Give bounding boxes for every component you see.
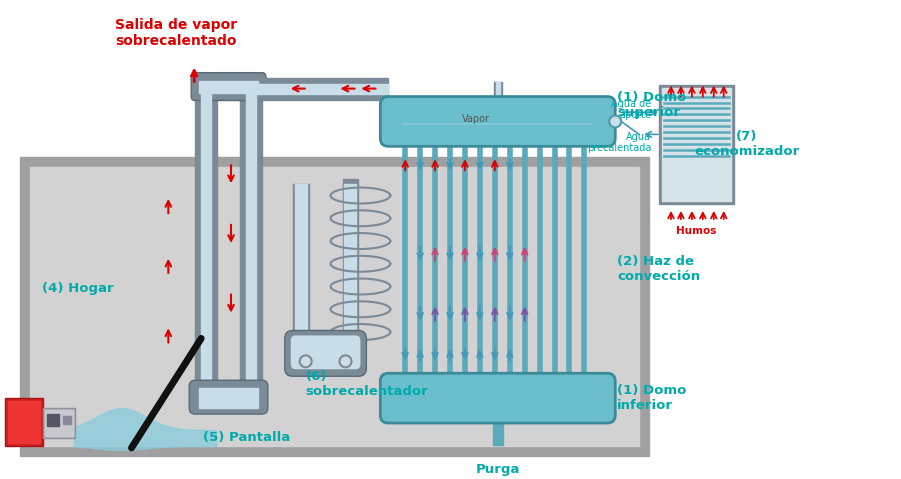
Bar (45, 410, 73, 436)
Circle shape (340, 355, 351, 367)
FancyBboxPatch shape (191, 73, 266, 101)
Bar (496, 81, 500, 104)
Bar (493, 415, 503, 445)
Text: Vapor: Vapor (462, 114, 490, 124)
FancyBboxPatch shape (285, 331, 367, 376)
Bar (342, 184, 359, 343)
FancyBboxPatch shape (380, 373, 615, 423)
Text: (1) Domo
inferior: (1) Domo inferior (617, 384, 687, 412)
Bar (342, 179, 359, 187)
Bar (63, 416, 71, 424)
Bar (199, 80, 258, 92)
FancyBboxPatch shape (380, 97, 615, 146)
Bar (5, 398, 43, 446)
Bar (47, 414, 59, 426)
Bar (494, 81, 502, 104)
Text: (6)
sobrecalentador: (6) sobrecalentador (305, 370, 428, 398)
Bar (201, 84, 211, 406)
Bar (251, 78, 388, 100)
Bar (659, 85, 733, 204)
Bar (43, 408, 75, 438)
Bar (30, 167, 639, 446)
Text: Agua
precalentada: Agua precalentada (587, 132, 651, 153)
Text: (7)
economizador: (7) economizador (694, 130, 799, 159)
Text: Humos: Humos (676, 226, 716, 236)
Text: Salida de vapor
sobrecalentado: Salida de vapor sobrecalentado (115, 18, 237, 48)
Bar (20, 157, 649, 456)
Bar (295, 184, 306, 343)
Bar (251, 84, 388, 93)
Bar (196, 81, 217, 406)
Text: (4) Hogar: (4) Hogar (42, 282, 114, 295)
FancyBboxPatch shape (291, 335, 360, 369)
Bar (293, 184, 309, 343)
Text: Agua de
aporte: Agua de aporte (611, 99, 651, 120)
Bar (662, 88, 731, 201)
Circle shape (300, 355, 312, 367)
FancyBboxPatch shape (189, 380, 268, 414)
Bar (246, 84, 256, 388)
Bar (199, 388, 258, 408)
Circle shape (609, 115, 621, 127)
Bar (240, 81, 262, 388)
Bar (344, 184, 357, 343)
Bar (8, 401, 40, 443)
Text: (2) Haz de
convección: (2) Haz de convección (617, 255, 700, 283)
Text: (1) Domo
superior: (1) Domo superior (617, 91, 687, 118)
Text: Purga: Purga (476, 463, 520, 476)
Text: (5) Pantalla: (5) Pantalla (203, 432, 290, 445)
